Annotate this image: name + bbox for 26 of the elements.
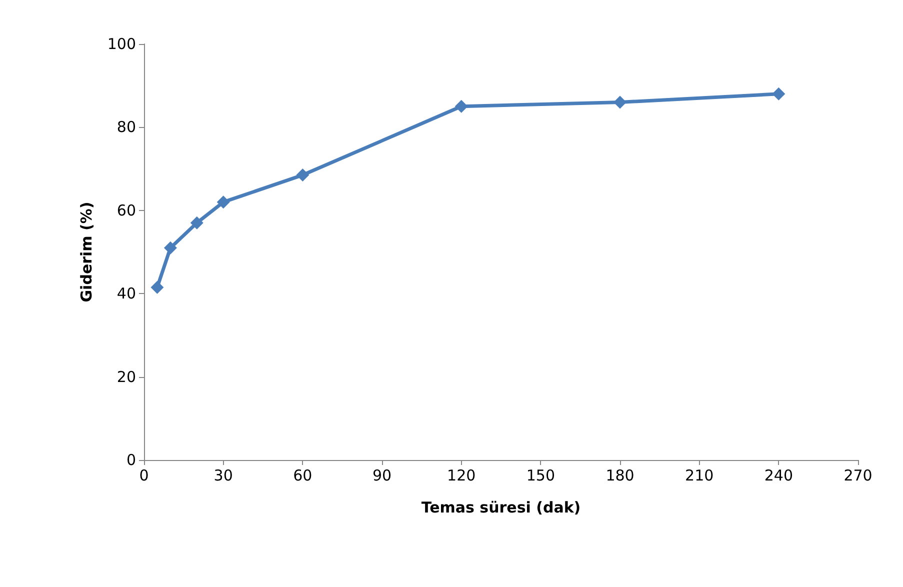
x-tick-label: 180: [606, 466, 634, 484]
x-tick-label: 120: [447, 466, 476, 484]
x-tick-label: 60: [293, 466, 312, 484]
x-tick-label: 150: [526, 466, 555, 484]
x-tick-label: 210: [685, 466, 714, 484]
point: [454, 100, 468, 113]
point: [216, 196, 230, 209]
y-tick-label: 100: [107, 35, 136, 53]
point: [614, 96, 626, 109]
y-tick-label: 80: [116, 118, 136, 136]
y-tick-label: 20: [116, 368, 136, 386]
x-tick-label: 90: [372, 466, 392, 484]
point: [772, 87, 786, 100]
x-tick-label: 240: [764, 466, 793, 484]
y-tick-label: 40: [116, 284, 136, 303]
x-tick-label: 0: [139, 466, 149, 484]
point: [296, 168, 310, 182]
x-tick-label: 30: [214, 466, 233, 484]
point: [150, 280, 164, 294]
y-tick-label: 0: [126, 451, 136, 469]
point: [164, 241, 177, 254]
x-tick-label: 270: [844, 466, 872, 484]
point: [190, 216, 204, 230]
y-tick-label: 60: [116, 201, 136, 220]
x-axis-title: Temas süresi (dak): [421, 498, 581, 516]
y-axis-title: Giderim (%): [78, 202, 96, 302]
